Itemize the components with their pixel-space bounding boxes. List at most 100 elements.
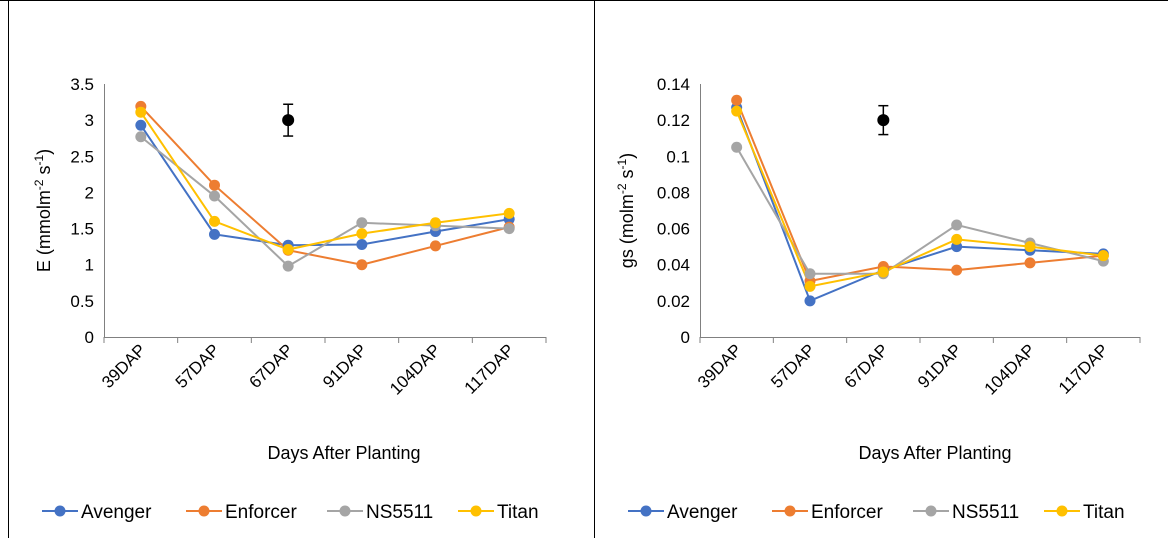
series-line-titan	[140, 111, 510, 251]
legend-item-enforcer: Enforcer	[772, 502, 883, 523]
y-tick-label: 3	[85, 111, 94, 130]
y-axis-title-superscript: -1	[615, 158, 629, 169]
x-tick-label: 67DAP	[841, 340, 893, 392]
legend-item-avenger: Avenger	[628, 502, 738, 523]
data-point-enforcer	[209, 179, 220, 191]
legend-label: Titan	[497, 502, 539, 523]
legend-label: Enforcer	[225, 502, 297, 523]
data-point-titan	[804, 280, 816, 292]
gs-chart: 0 0.02 0.04 0.06 0.08 0.1 0.12 0.14 39DAP 57DAP 67…	[615, 75, 1141, 523]
legend-label: NS5511	[366, 502, 433, 523]
data-point-enforcer	[731, 94, 743, 106]
y-tick-label: 0.12	[657, 111, 690, 130]
y-axis-title: E (mmolm-2 s-1)	[32, 149, 54, 272]
error-bar-point	[282, 114, 295, 127]
data-point-titan	[135, 106, 147, 118]
legend-item-avenger: Avenger	[42, 502, 152, 523]
data-point-titan	[731, 105, 743, 117]
legend-label: Avenger	[81, 502, 152, 523]
y-tick-label: 0.1	[666, 147, 690, 166]
y-tick-label: 0.5	[70, 292, 94, 311]
series-line-ns5511	[735, 146, 1104, 275]
data-point-enforcer	[356, 259, 368, 271]
y-tick-label: 0.08	[657, 183, 690, 202]
data-point-ns5511	[282, 260, 294, 272]
data-point-ns5511	[356, 217, 368, 229]
legend-swatch-marker	[339, 505, 351, 517]
x-tick-label: 39DAP	[694, 340, 746, 392]
legend-swatch-marker	[640, 505, 652, 517]
y-axis-title-superscript: -2	[32, 179, 46, 190]
x-tick-label: 117DAP	[461, 340, 518, 397]
legend-label: Avenger	[667, 502, 738, 523]
data-point-titan	[209, 215, 220, 227]
y-axis-title-text: E (mmolm	[34, 190, 54, 272]
e-chart: 0 0.5 1 1.5 2 2.5 3 3.5 39DAP 57DAP 67DAP 91DAP 104D…	[32, 75, 547, 523]
legend-item-ns5511: NS5511	[913, 502, 1019, 523]
data-point-ns5511	[503, 223, 515, 235]
data-point-titan	[1097, 250, 1109, 262]
x-tick-label: 117DAP	[1055, 340, 1112, 397]
x-tick-label: 104DAP	[981, 340, 1039, 398]
series-line-titan	[735, 110, 1104, 288]
data-point-titan	[282, 244, 294, 256]
y-tick-label: 0.14	[657, 75, 690, 94]
y-tick-label: 1.5	[70, 220, 94, 239]
data-point-enforcer	[430, 240, 441, 252]
y-axis-title-text: )	[34, 149, 54, 155]
legend-swatch-marker	[198, 505, 210, 517]
y-tick-label: 2	[85, 183, 94, 202]
legend-label: Enforcer	[811, 502, 883, 523]
series-line-ns5511	[140, 135, 510, 268]
data-point-ns5511	[804, 268, 816, 280]
data-point-avenger	[804, 295, 816, 307]
data-point-avenger	[135, 119, 147, 131]
legend-item-titan: Titan	[458, 502, 539, 523]
y-tick-label: 0.06	[657, 220, 690, 239]
data-point-titan	[1024, 241, 1036, 253]
y-tick-label: 0.02	[657, 292, 690, 311]
data-point-titan	[951, 233, 963, 245]
y-axis-title-text: gs (molm	[617, 194, 637, 268]
data-point-titan	[503, 207, 515, 219]
y-axis-title-text: s	[617, 169, 637, 183]
y-tick-label: 0	[85, 328, 94, 347]
y-tick-label: 3.5	[70, 75, 94, 94]
data-point-titan	[356, 228, 368, 240]
y-axis-title-superscript: -1	[32, 154, 46, 165]
x-tick-label: 104DAP	[386, 340, 444, 398]
y-tick-label: 0.04	[657, 256, 690, 275]
legend-item-titan: Titan	[1044, 502, 1125, 523]
data-point-avenger	[356, 238, 368, 250]
y-axis-title-superscript: -2	[615, 183, 629, 194]
legend-swatch-marker	[470, 505, 482, 517]
data-point-ns5511	[951, 219, 963, 231]
legend-item-ns5511: NS5511	[327, 502, 433, 523]
legend-swatch-marker	[784, 505, 796, 517]
data-point-avenger	[209, 228, 220, 240]
legend-swatch-marker	[54, 505, 66, 517]
data-point-enforcer	[1024, 257, 1036, 269]
x-tick-label: 39DAP	[98, 340, 150, 392]
x-tick-label: 91DAP	[914, 340, 966, 392]
error-bar-point	[877, 114, 890, 127]
y-tick-label: 2.5	[70, 147, 94, 166]
series-line-avenger	[735, 107, 1104, 303]
legend-label: NS5511	[952, 502, 1019, 523]
x-axis-title: Days After Planting	[267, 443, 420, 463]
x-tick-label: 91DAP	[319, 340, 371, 392]
legend-item-enforcer: Enforcer	[186, 502, 297, 523]
data-point-enforcer	[951, 264, 963, 276]
legend-swatch-marker	[1056, 505, 1068, 517]
legend-label: Titan	[1083, 502, 1125, 523]
legend-swatch-marker	[925, 505, 937, 517]
x-axis-title: Days After Planting	[858, 443, 1011, 463]
x-tick-label: 57DAP	[767, 340, 819, 392]
y-axis-title-text: )	[617, 153, 637, 159]
x-tick-label: 57DAP	[172, 340, 224, 392]
x-tick-label: 67DAP	[245, 340, 297, 392]
data-point-ns5511	[135, 131, 147, 143]
y-axis-title-text: s	[34, 165, 54, 179]
